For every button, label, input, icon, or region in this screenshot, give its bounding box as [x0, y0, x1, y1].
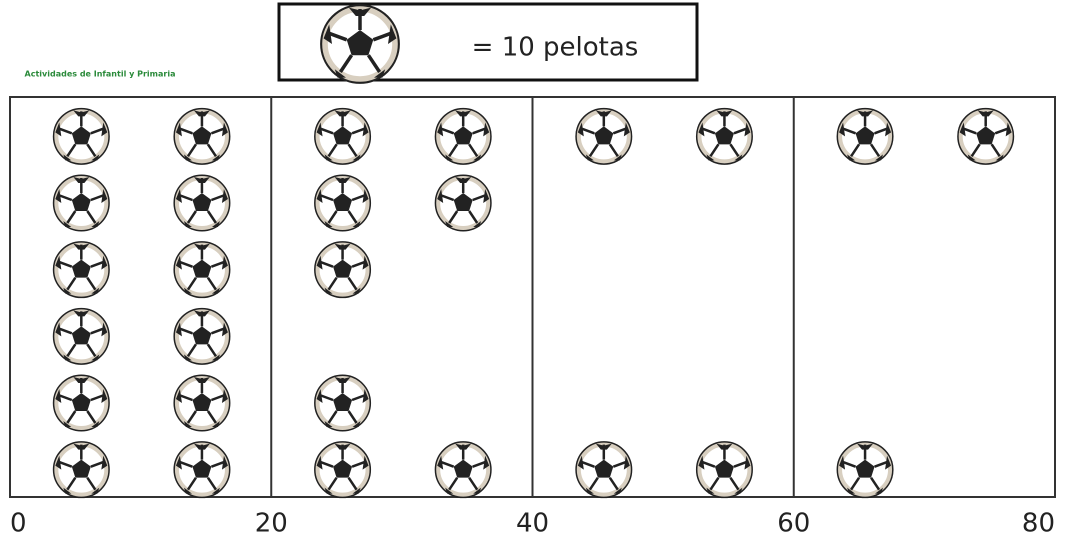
ball — [313, 440, 372, 499]
ball — [836, 107, 895, 166]
ball — [52, 174, 111, 232]
ball — [172, 240, 231, 299]
ball — [574, 107, 633, 166]
ball — [313, 374, 372, 432]
ball-row — [52, 240, 372, 299]
ball — [313, 174, 372, 232]
ball — [434, 440, 493, 499]
ball — [836, 440, 895, 499]
ball — [52, 374, 111, 432]
ball-row — [52, 374, 372, 432]
ball-row — [52, 307, 231, 366]
ball — [313, 240, 372, 299]
legend: = 10 pelotas — [277, 2, 699, 82]
ball — [172, 307, 231, 366]
legend-ball — [322, 6, 398, 82]
source-logo: Actividades de Infantil y Primaria — [25, 70, 176, 79]
ball — [434, 107, 493, 166]
legend-label: = 10 pelotas — [472, 33, 639, 63]
x-tick-label: 40 — [516, 509, 549, 539]
ball — [52, 240, 111, 299]
x-tick-label: 20 — [255, 509, 288, 539]
ball — [172, 174, 231, 232]
ball — [52, 440, 111, 499]
ball-row — [52, 440, 895, 499]
ball — [313, 107, 372, 166]
legend-box — [277, 2, 699, 82]
ball — [172, 374, 231, 432]
ball — [52, 307, 111, 366]
ball — [52, 107, 111, 166]
ball — [172, 107, 231, 166]
ball — [172, 440, 231, 499]
ball — [434, 174, 493, 232]
x-tick-label: 60 — [777, 509, 810, 539]
x-tick-label: 0 — [10, 509, 27, 539]
ball — [956, 107, 1015, 166]
ball — [695, 440, 754, 499]
ball — [695, 107, 754, 166]
x-tick-label: 80 — [1022, 509, 1055, 539]
ball — [574, 440, 633, 499]
